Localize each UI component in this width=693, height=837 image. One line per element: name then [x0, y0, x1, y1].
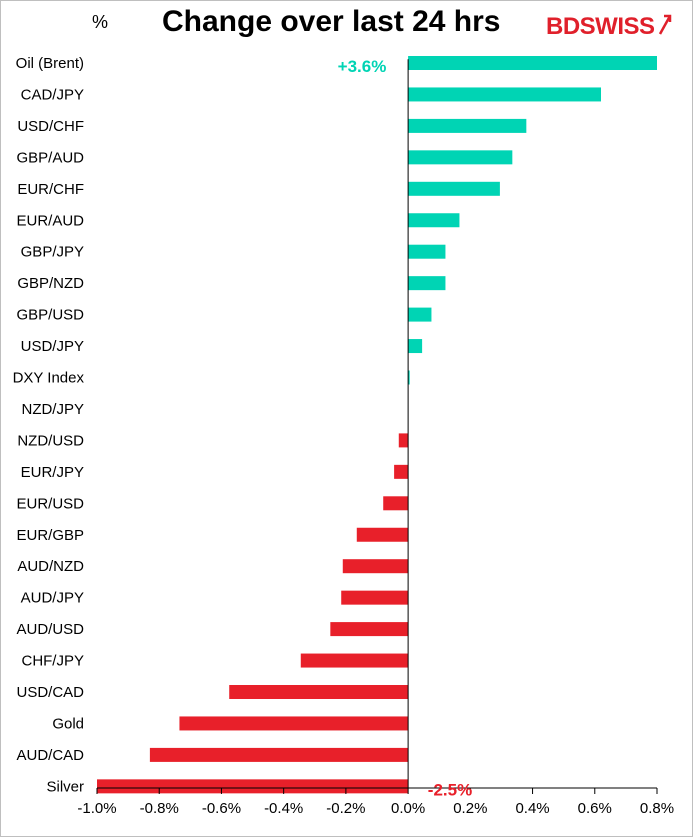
- negative-callout: -2.5%: [428, 780, 472, 799]
- bar-eur-jpy: [394, 464, 409, 479]
- x-tick-label: 0.4%: [515, 800, 549, 817]
- category-label: EUR/USD: [16, 495, 84, 512]
- category-label: DXY Index: [13, 370, 85, 387]
- bar-gbp-aud: [408, 150, 513, 165]
- bar-nzd-usd: [398, 433, 409, 448]
- category-labels: Oil (Brent) CAD/JPY USD/CHF GBP/AUD EUR/CHF E…: [13, 55, 85, 795]
- bar-aud-jpy: [341, 590, 409, 605]
- bar-aud-cad: [149, 747, 409, 762]
- category-label: CAD/JPY: [21, 86, 84, 103]
- bar-usd-jpy: [408, 339, 423, 354]
- category-label: NZD/JPY: [21, 401, 84, 418]
- x-tick-label: -0.8%: [140, 800, 179, 817]
- bdswiss-logo: BDSWISS: [546, 13, 655, 40]
- x-tick-label: -0.6%: [202, 800, 241, 817]
- x-tick-label: 0.6%: [578, 800, 612, 817]
- bar-gbp-nzd: [408, 276, 446, 291]
- x-tick-label: 0.8%: [640, 800, 674, 817]
- bar-aud-nzd: [342, 559, 409, 574]
- category-label: AUD/CAD: [16, 747, 84, 764]
- category-label: GBP/JPY: [21, 244, 84, 261]
- bar-dxy-index: [408, 370, 410, 385]
- bar-aud-usd: [330, 622, 409, 637]
- bar-usd-cad: [229, 685, 409, 699]
- bar-usd-chf: [408, 118, 527, 133]
- category-label: EUR/CHF: [17, 181, 84, 198]
- category-label: AUD/JPY: [21, 590, 84, 607]
- logo-arrow-icon: [658, 14, 672, 35]
- x-tick-label: 0.2%: [453, 800, 487, 817]
- category-label: Silver: [46, 778, 84, 795]
- category-label: Gold: [52, 715, 84, 732]
- annotations: +3.6% -2.5%: [338, 57, 473, 799]
- positive-callout: +3.6%: [338, 57, 387, 76]
- x-tick-label: -1.0%: [77, 800, 116, 817]
- category-label: GBP/AUD: [16, 149, 84, 166]
- category-label: USD/CHF: [17, 118, 84, 135]
- y-unit-label: %: [92, 12, 109, 32]
- bar-gbp-usd: [408, 307, 432, 322]
- bar-chf-jpy: [300, 653, 409, 668]
- category-label: EUR/AUD: [16, 212, 84, 229]
- category-label: CHF/JPY: [21, 653, 84, 670]
- x-axis: -1.0% -0.8% -0.6% -0.4% -0.2% 0.0% 0.2% 0.4% 0.6…: [77, 59, 674, 817]
- bar-silver: [97, 779, 409, 794]
- x-tick-label: -0.4%: [264, 800, 303, 817]
- category-label: EUR/JPY: [21, 464, 84, 481]
- bar-eur-aud: [408, 213, 460, 228]
- category-label: GBP/USD: [16, 307, 84, 324]
- bar-eur-usd: [383, 496, 409, 511]
- category-label: EUR/GBP: [16, 527, 84, 544]
- category-label: AUD/NZD: [17, 558, 84, 575]
- category-label: Oil (Brent): [16, 55, 84, 72]
- x-tick-label: 0.0%: [391, 800, 425, 817]
- category-label: NZD/USD: [17, 432, 84, 449]
- category-label: AUD/USD: [16, 621, 84, 638]
- bar-gold: [179, 716, 409, 731]
- category-label: GBP/NZD: [17, 275, 84, 292]
- bars-group: [97, 56, 657, 794]
- bar-oil-brent: [408, 56, 657, 70]
- bar-eur-gbp: [356, 527, 409, 542]
- chart-title: Change over last 24 hrs: [162, 5, 501, 38]
- category-label: USD/CAD: [16, 684, 84, 701]
- x-tick-label: -0.2%: [326, 800, 365, 817]
- bar-eur-chf: [408, 181, 500, 196]
- bar-gbp-jpy: [408, 244, 446, 259]
- category-label: USD/JPY: [21, 338, 84, 355]
- bar-cad-jpy: [408, 87, 601, 102]
